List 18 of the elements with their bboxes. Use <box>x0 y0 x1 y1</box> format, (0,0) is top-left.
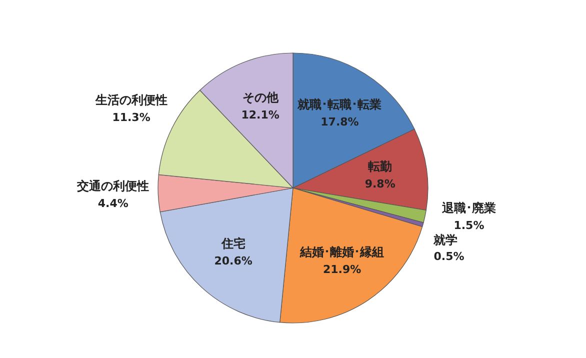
slice-label: 就学 <box>432 233 458 248</box>
data-label: 17.8% <box>320 115 359 128</box>
slice-label: 住宅 <box>220 236 246 251</box>
slice-label: その他 <box>242 90 280 104</box>
data-label: 12.1% <box>241 108 280 122</box>
slice-label: 就職･転職･転業 <box>296 97 382 112</box>
slice-label: 退職･廃業 <box>440 200 496 215</box>
data-label: 4.4% <box>98 197 128 210</box>
slice-label: 結婚･離婚･縁組 <box>299 245 384 260</box>
data-label: 0.5% <box>434 250 464 264</box>
data-label: 11.3% <box>112 110 150 124</box>
data-label: 9.8% <box>364 177 396 190</box>
slice-label: 交通の利便性 <box>76 179 150 194</box>
data-label: 21.9% <box>322 263 362 276</box>
data-label: 20.6% <box>214 254 252 268</box>
slice-label: 生活の利便性 <box>94 92 168 107</box>
data-label: 1.5% <box>454 218 484 232</box>
slice-label: 転勤 <box>368 159 392 174</box>
